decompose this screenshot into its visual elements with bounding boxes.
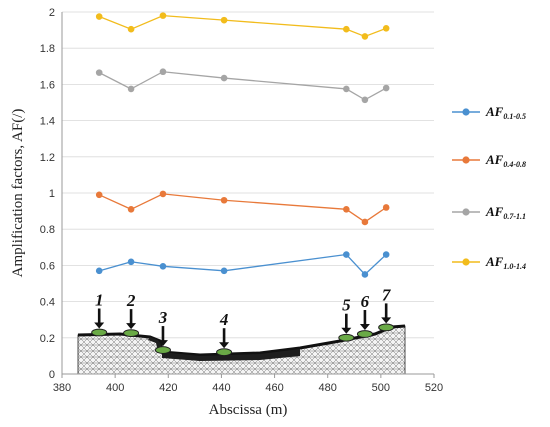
x-tick-label: 480 xyxy=(319,382,337,394)
data-point xyxy=(159,68,167,76)
data-point xyxy=(361,33,369,40)
site-arrow-head xyxy=(341,327,352,334)
legend-marker xyxy=(462,258,470,266)
x-tick-label: 400 xyxy=(106,382,124,394)
x-tick-label: 500 xyxy=(372,382,390,394)
x-axis-title: Abscissa (m) xyxy=(209,402,288,418)
legend-marker xyxy=(462,108,470,116)
data-point xyxy=(382,251,390,258)
y-tick-label: 2 xyxy=(49,7,55,19)
data-point xyxy=(95,267,103,275)
data-point xyxy=(220,196,228,204)
site-marker xyxy=(154,346,171,354)
data-point xyxy=(361,218,369,226)
legend-name: AF xyxy=(485,204,504,219)
data-point xyxy=(343,85,350,93)
legend-entry: AF0.7-1.1 xyxy=(485,204,526,221)
site-label: 3 xyxy=(158,308,168,327)
site-label: 1 xyxy=(95,290,104,309)
data-point xyxy=(127,25,135,33)
legend-subscript: 0.4-0.8 xyxy=(503,160,526,169)
x-tick-label: 440 xyxy=(212,382,230,394)
site-marker xyxy=(338,333,355,342)
data-point xyxy=(361,96,369,104)
site-arrow-head xyxy=(359,324,370,331)
y-tick-label: 1.4 xyxy=(40,116,55,128)
site-marker xyxy=(216,348,233,357)
site-arrow-head xyxy=(381,317,392,324)
legend-entry: AF0.1-0.5 xyxy=(485,104,526,121)
y-tick-label: 1.8 xyxy=(40,43,55,55)
x-tick-label: 420 xyxy=(159,382,177,394)
data-point xyxy=(159,12,167,19)
site-arrow-head xyxy=(219,342,230,349)
legend-marker xyxy=(462,156,470,164)
y-tick-label: 0.6 xyxy=(40,260,55,272)
legend-marker xyxy=(462,208,470,216)
site-marker xyxy=(378,323,395,332)
data-point xyxy=(95,69,103,76)
legend-name: AF xyxy=(485,254,504,269)
gridlines xyxy=(62,11,434,375)
data-point xyxy=(127,258,135,266)
site-markers: 1 2 3 4 5 6 7 xyxy=(91,285,395,357)
data-point xyxy=(220,267,228,275)
data-point xyxy=(382,84,390,92)
y-axis-title: Amplification factors, AF(/) xyxy=(10,109,26,278)
site-label: 4 xyxy=(219,310,229,329)
y-tick-label: 0.2 xyxy=(40,333,55,345)
legend-subscript: 0.1-0.5 xyxy=(503,112,526,121)
data-point xyxy=(159,190,167,198)
data-point xyxy=(361,271,369,278)
data-point xyxy=(382,24,390,32)
data-point xyxy=(343,251,350,258)
site-arrow-head xyxy=(157,340,168,347)
x-tick-label: 460 xyxy=(265,382,283,394)
y-tick-label: 1.6 xyxy=(40,79,55,91)
data-point xyxy=(220,74,228,82)
site-marker xyxy=(356,330,373,338)
data-point xyxy=(382,204,390,211)
legend-subscript: 0.7-1.1 xyxy=(503,212,526,221)
data-point xyxy=(127,205,135,213)
y-tick-label: 0.4 xyxy=(40,297,55,309)
data-point xyxy=(159,263,167,270)
axes: 380 400 420 440 460 480 500 520 0 0.2 0.4 0.6 0.8 1 1.… xyxy=(40,7,443,394)
site-arrow-head xyxy=(126,323,137,330)
legend-name: AF xyxy=(485,104,504,119)
legend-entry: AF1.0-1.4 xyxy=(485,254,526,271)
data-point xyxy=(95,13,103,20)
site-label: 6 xyxy=(361,292,370,311)
site-label: 7 xyxy=(382,285,392,304)
y-tick-label: 0 xyxy=(49,369,55,381)
site-arrow-head xyxy=(94,322,105,329)
y-tick-label: 1 xyxy=(49,188,55,200)
x-tick-label: 380 xyxy=(53,382,71,394)
data-point xyxy=(95,191,103,199)
site-marker xyxy=(123,329,140,338)
data-point xyxy=(220,16,228,24)
data-point xyxy=(127,85,135,93)
site-label: 2 xyxy=(126,291,136,310)
legend-subscript: 1.0-1.4 xyxy=(503,262,526,271)
y-tick-label: 0.8 xyxy=(40,224,55,236)
y-tick-label: 1.2 xyxy=(40,152,55,164)
data-point xyxy=(343,25,350,33)
series-layer xyxy=(95,12,390,278)
legend-entry: AF0.4-0.8 xyxy=(485,152,526,169)
surface-layer xyxy=(162,349,300,361)
legend-name: AF xyxy=(485,152,504,167)
site-label: 5 xyxy=(342,296,351,315)
site-marker xyxy=(91,328,108,337)
data-point xyxy=(343,205,350,213)
x-tick-label: 520 xyxy=(425,382,443,394)
